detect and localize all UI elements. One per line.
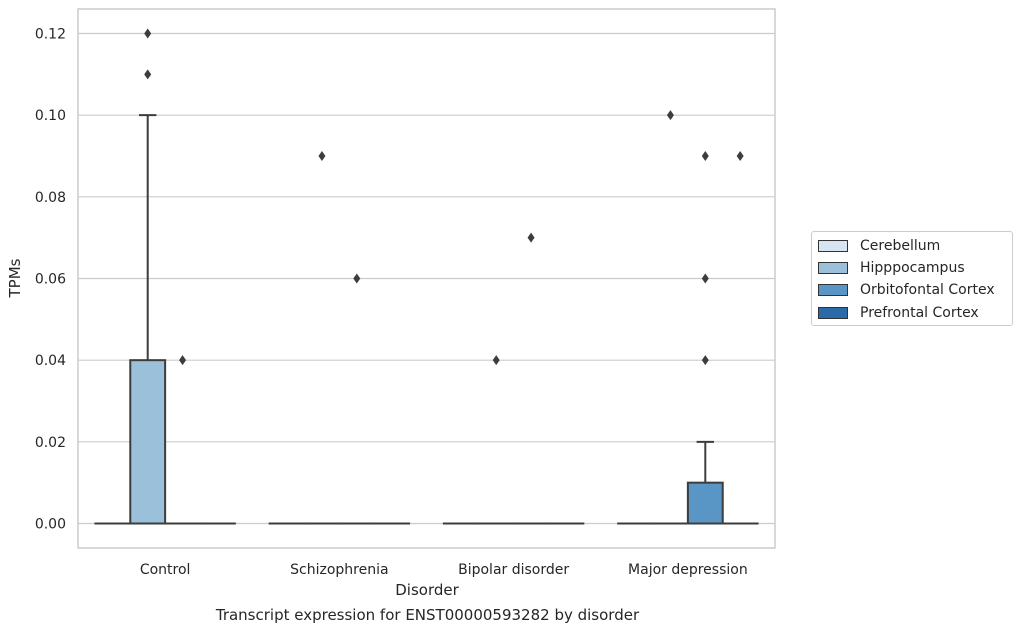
outlier-point — [666, 110, 674, 121]
box-2-0 — [164, 355, 201, 525]
legend-item-cerebellum: Cerebellum — [818, 237, 940, 255]
y-tick-label: 0.04 — [35, 353, 66, 369]
x-tick-label: Control — [140, 562, 191, 578]
y-axis-label: TPMs — [6, 258, 24, 298]
legend-item-prefrontal-cortex: Prefrontal Cortex — [818, 304, 979, 322]
legend-item-orbitofrontal-cortex: Orbitofontal Cortex — [818, 281, 995, 299]
outlier-point — [701, 355, 709, 366]
legend-label: Prefrontal Cortex — [860, 305, 979, 321]
box-2-2 — [512, 232, 550, 525]
y-tick-label: 0.00 — [35, 517, 66, 533]
outlier-point — [736, 151, 744, 161]
x-tick-label: Schizophrenia — [290, 562, 388, 578]
x-axis-ticks: Control Schizophrenia Bipolar disorder Majo… — [140, 562, 748, 578]
legend-label: Hipppocampus — [860, 260, 965, 276]
x-axis-label: Disorder — [395, 581, 459, 599]
outlier-point — [701, 273, 709, 284]
y-tick-label: 0.06 — [35, 272, 66, 288]
x-tick-label: Major depression — [628, 562, 748, 578]
grid-lines — [78, 32, 775, 525]
box-body — [686, 481, 724, 525]
outlier-point — [353, 273, 361, 284]
box-2-1 — [338, 273, 376, 525]
chart-caption: Transcript expression for ENST0000059328… — [215, 606, 640, 624]
outlier-point — [701, 151, 709, 161]
box-1-0 — [129, 28, 167, 525]
y-axis-ticks: 0.00 0.02 0.04 0.06 0.08 0.10 0.12 — [35, 27, 66, 533]
box-2-3 — [686, 151, 724, 525]
legend-swatch — [818, 240, 848, 252]
x-tick-label: Bipolar disorder — [458, 562, 569, 578]
box-3-3 — [721, 151, 759, 525]
box-1-2 — [477, 355, 515, 525]
legend-swatch — [818, 284, 848, 296]
legend-label: Cerebellum — [860, 238, 941, 254]
outlier-point — [527, 232, 535, 243]
outlier-point — [179, 355, 187, 366]
outlier-point — [144, 69, 152, 80]
box-1-3 — [652, 110, 689, 525]
box-marks — [94, 28, 759, 525]
y-tick-label: 0.12 — [35, 27, 66, 43]
plot-area — [77, 8, 776, 549]
box-1-1 — [303, 151, 341, 525]
outlier-point — [318, 151, 326, 161]
legend: Cerebellum Hipppocampus Orbitofontal Cor… — [811, 231, 1013, 326]
y-tick-label: 0.02 — [35, 435, 66, 451]
legend-swatch — [818, 262, 848, 274]
y-tick-label: 0.10 — [35, 108, 66, 124]
outlier-point — [492, 355, 500, 366]
legend-swatch — [818, 307, 848, 319]
legend-label: Orbitofontal Cortex — [860, 282, 995, 298]
y-tick-label: 0.08 — [35, 190, 66, 206]
legend-item-hippocampus: Hipppocampus — [818, 259, 965, 277]
outlier-point — [144, 28, 152, 39]
box-body — [129, 359, 167, 525]
